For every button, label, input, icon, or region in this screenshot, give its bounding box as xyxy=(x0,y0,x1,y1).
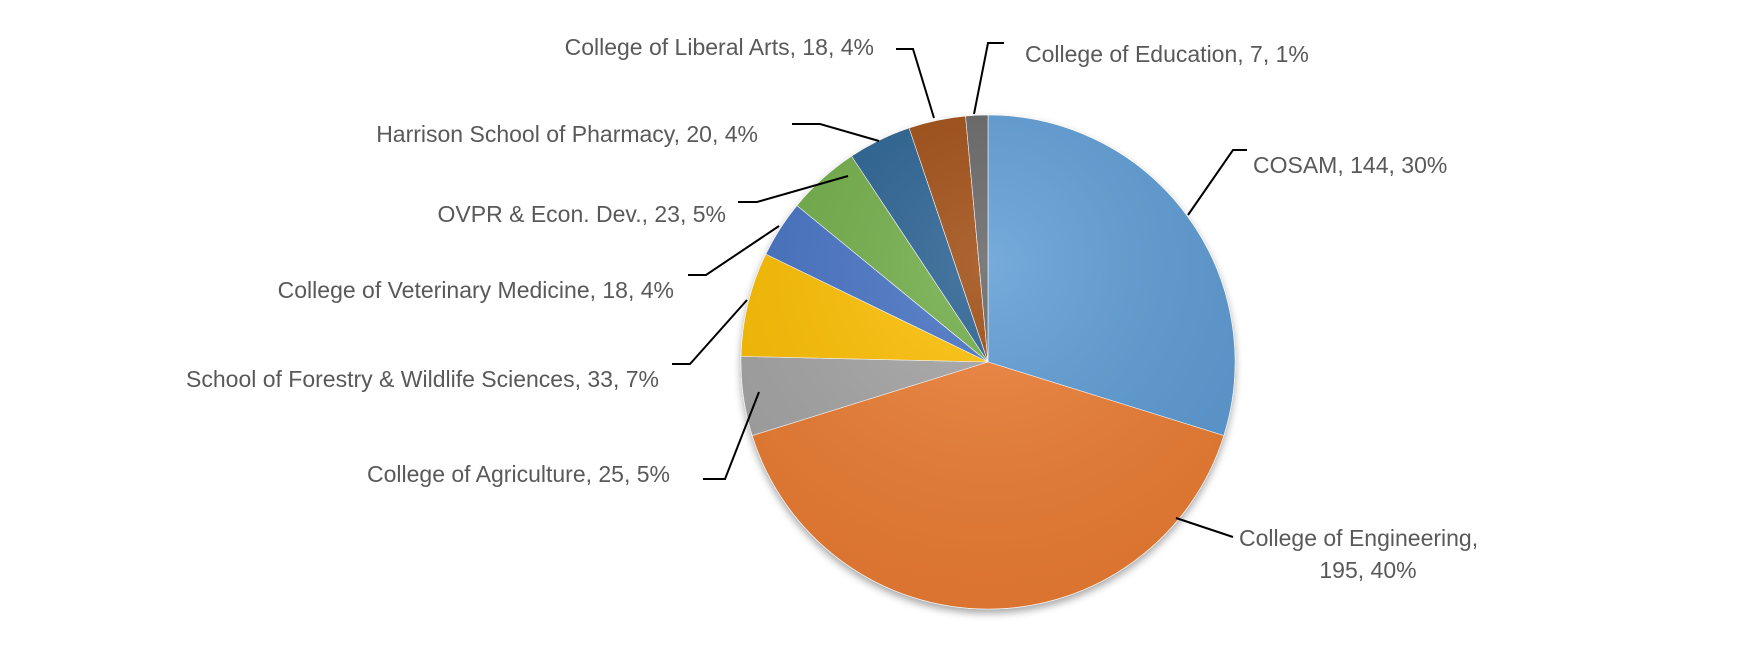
data-label-forestry: School of Forestry & Wildlife Sciences, … xyxy=(186,366,659,392)
leader-line xyxy=(703,391,760,480)
leader-line xyxy=(738,175,849,203)
data-label-agriculture: College of Agriculture, 25, 5% xyxy=(367,461,670,487)
leader-line xyxy=(973,42,1004,115)
leader-line xyxy=(688,225,780,276)
leader-line xyxy=(1187,149,1247,216)
leader-line xyxy=(792,123,880,142)
data-label-engineering-line2: 195, 40% xyxy=(1319,557,1416,583)
leader-line xyxy=(672,299,748,365)
data-label-cosam: COSAM, 144, 30% xyxy=(1253,152,1447,178)
pie-slices xyxy=(740,114,1236,610)
data-label-pharmacy: Harrison School of Pharmacy, 20, 4% xyxy=(376,121,758,147)
leader-lines xyxy=(672,42,1247,538)
leader-line xyxy=(896,48,935,119)
data-label-engineering-line1: College of Engineering, xyxy=(1239,525,1478,551)
data-label-education: College of Education, 7, 1% xyxy=(1025,41,1309,67)
data-label-veterinary: College of Veterinary Medicine, 18, 4% xyxy=(278,277,674,303)
data-label-liberal-arts: College of Liberal Arts, 18, 4% xyxy=(565,34,874,60)
leader-line xyxy=(1175,517,1234,538)
data-label-ovpr: OVPR & Econ. Dev., 23, 5% xyxy=(438,201,726,227)
